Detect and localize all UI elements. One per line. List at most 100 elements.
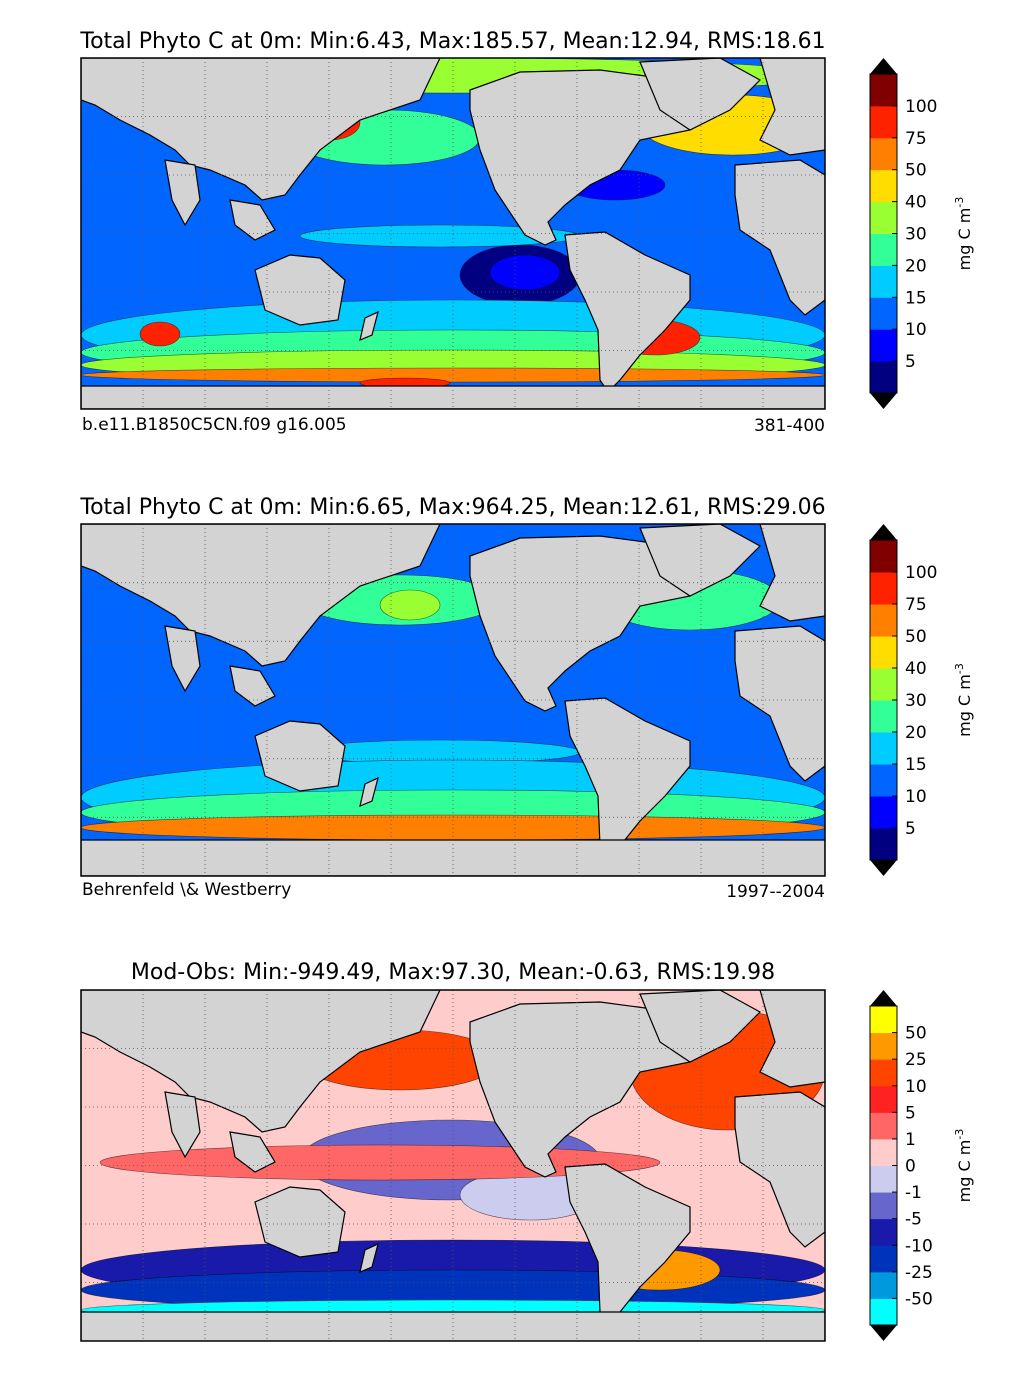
panel-title: Mod-Obs: Min:-949.49, Max:97.30, Mean:-0…: [131, 960, 775, 985]
colorbar-segment: [870, 636, 897, 669]
map-panel: [81, 990, 825, 1341]
southeast-asia: [229, 665, 276, 707]
australia: [254, 1186, 346, 1258]
colorbar-label-exponent: -3: [953, 197, 966, 208]
colorbar-segment: [870, 74, 897, 107]
india-sea: [164, 625, 201, 693]
colorbar-extend-min: [870, 393, 897, 409]
colorbar-tick-label: 30: [905, 225, 927, 245]
colorbar-segment: [870, 1298, 897, 1326]
panel-difference: Mod-Obs: Min:-949.49, Max:97.30, Mean:-0…: [80, 960, 974, 1342]
colorbar-label: mg C m-3: [953, 197, 974, 271]
map-panel: [81, 524, 825, 876]
southeast-asia: [229, 1131, 276, 1173]
colorbar-tick-label: 40: [905, 659, 927, 679]
colorbar-segment: [870, 1112, 897, 1140]
new-zealand: [359, 776, 379, 808]
colorbar-segment: [870, 604, 897, 637]
colorbar-extend-max: [870, 524, 897, 540]
africa: [734, 159, 825, 316]
patch-southern-ocean: [379, 589, 441, 621]
colorbar-tick-label: 5: [905, 1103, 916, 1123]
colorbar-tick-label: 10: [905, 787, 927, 807]
colorbar-segment: [870, 1006, 897, 1034]
panel-model: Total Phyto C at 0m: Min:6.43, Max:185.5…: [79, 29, 974, 436]
antarctica: [81, 385, 825, 409]
colorbar-segment: [870, 1059, 897, 1087]
colorbar-tick-label: 1: [905, 1130, 916, 1150]
greenland: [639, 524, 761, 597]
patch-kerguelen: [139, 321, 181, 347]
colorbar-tick-label: 30: [905, 691, 927, 711]
colorbar-tick-label: 20: [905, 723, 927, 743]
greenland: [639, 990, 761, 1063]
eurasia-east: [81, 990, 441, 1133]
colorbar-tick-label: -25: [905, 1263, 933, 1283]
colorbar-tick-label: 100: [905, 563, 937, 583]
southeast-asia: [229, 199, 276, 241]
colorbar-segment: [870, 1218, 897, 1246]
colorbar: 5 10 15 20 30 40 50 75 100 mg C m-3: [869, 58, 974, 409]
colorbar-segment: [870, 732, 897, 765]
colorbar-tick-label: 75: [905, 129, 927, 149]
colorbar-tick-label: 5: [905, 819, 916, 839]
india-sea: [164, 1091, 201, 1159]
colorbar-tick-label: 40: [905, 193, 927, 213]
colorbar-tick-label: 20: [905, 256, 927, 276]
colorbar-segment: [870, 329, 897, 362]
south-america: [564, 697, 691, 859]
colorbar-tick-label: 50: [905, 161, 927, 181]
colorbar-label-exponent: -3: [953, 663, 966, 674]
colorbar-extend-min: [870, 860, 897, 876]
colorbar-segment: [870, 297, 897, 330]
colorbar-segment: [870, 105, 897, 139]
colorbar-segment: [870, 1138, 897, 1166]
panel-title: Total Phyto C at 0m: Min:6.65, Max:964.2…: [79, 495, 825, 520]
map-frame: [80, 57, 826, 410]
colorbar-tick-label: 10: [905, 1077, 927, 1097]
colorbar-tick-label: 0: [905, 1157, 916, 1177]
colorbar-segment: [870, 700, 897, 733]
colorbar-segment: [870, 572, 897, 605]
australia: [254, 254, 346, 326]
colorbar-tick-label: 25: [905, 1050, 927, 1070]
colorbar-segment: [870, 1085, 897, 1113]
colorbar-tick-label: 5: [905, 352, 916, 372]
eurasia-east: [81, 524, 441, 667]
colorbar-segment: [870, 169, 897, 203]
south-america: [564, 231, 691, 393]
colorbar-segment: [870, 201, 897, 234]
land-mask: [81, 58, 825, 409]
new-zealand: [359, 310, 379, 342]
colorbar-tick-label: -50: [905, 1289, 933, 1309]
colorbar-tick-label: 100: [905, 97, 937, 117]
colorbar-segment: [870, 1271, 897, 1299]
colorbar-segment: [870, 1032, 897, 1060]
patch-south-pacific-gyre: [489, 254, 561, 291]
colorbar-tick-label: 50: [905, 627, 927, 647]
colorbar-segment: [870, 1192, 897, 1220]
colorbar-label: mg C m-3: [953, 1129, 974, 1203]
colorbar-segment: [870, 1165, 897, 1193]
colorbar-segment: [870, 265, 897, 298]
colorbar-tick-label: 50: [905, 1024, 927, 1044]
colorbar-tick-label: 10: [905, 320, 927, 340]
colorbar-label: mg C m-3: [953, 663, 974, 737]
eurasia-east: [81, 58, 441, 201]
colorbar-extend-max: [870, 990, 897, 1006]
antarctica: [81, 839, 825, 876]
eurasia-west: [759, 990, 825, 1088]
colorbar-tick-label: -10: [905, 1236, 933, 1256]
colorbar-segment: [870, 233, 897, 266]
colorbar-tick-label: -1: [905, 1183, 922, 1203]
colorbar-segment: [870, 540, 897, 573]
map-frame: [80, 523, 826, 877]
graticule: [81, 524, 825, 876]
colorbar-extend-min: [870, 1325, 897, 1341]
colorbar-segment: [870, 668, 897, 701]
new-zealand: [359, 1242, 379, 1274]
colorbar-segment: [870, 764, 897, 797]
caption-right: 1997--2004: [726, 882, 825, 902]
